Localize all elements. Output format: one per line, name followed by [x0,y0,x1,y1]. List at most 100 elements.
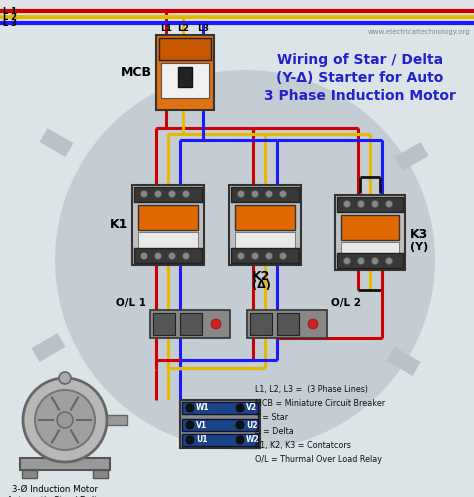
Text: MCB: MCB [121,66,152,79]
Bar [134,248,202,263]
Bar [153,313,175,335]
Bar [180,400,260,448]
Text: (Y-Δ) Starter for Auto: (Y-Δ) Starter for Auto [276,71,444,85]
Bar [182,402,258,414]
Circle shape [168,190,175,197]
Circle shape [23,378,107,462]
Text: V1: V1 [196,420,207,429]
Text: L2: L2 [177,24,189,33]
Bar [31,333,65,362]
Text: L1, L2, L3 =  (3 Phase Lines): L1, L2, L3 = (3 Phase Lines) [255,385,368,394]
Bar [132,185,204,265]
Bar [341,242,399,260]
Circle shape [55,70,435,450]
Circle shape [182,190,190,197]
Circle shape [236,436,244,444]
Bar [337,197,403,212]
Bar [138,205,198,230]
Bar [107,415,127,425]
Circle shape [385,200,392,208]
Bar [235,232,295,250]
Text: L 1: L 1 [3,6,17,15]
Text: 3-Ø Induction Motor
Automatic Star / Delta
(Y-Δ) Starter: 3-Ø Induction Motor Automatic Star / Del… [7,485,103,497]
Text: MCB = Miniature Circuit Breaker: MCB = Miniature Circuit Breaker [255,399,385,408]
Text: W2: W2 [246,435,260,444]
Text: K3: K3 [410,229,428,242]
Circle shape [344,200,350,208]
Circle shape [186,421,194,429]
Text: L 3: L 3 [3,18,17,27]
Bar [277,313,299,335]
Circle shape [155,252,162,259]
Text: L 2: L 2 [3,12,17,21]
Bar [335,195,405,270]
Circle shape [140,252,147,259]
Circle shape [186,404,194,412]
Text: K1: K1 [109,219,128,232]
Text: www.electricaltechnology.org: www.electricaltechnology.org [367,29,470,35]
Circle shape [59,372,71,384]
Text: Y = Star: Y = Star [255,413,288,422]
Bar [235,205,295,230]
Circle shape [357,257,365,264]
Circle shape [236,404,244,412]
Bar [341,215,399,240]
Bar [250,313,272,335]
Circle shape [252,252,258,259]
Text: Δ = Delta: Δ = Delta [255,427,294,436]
Circle shape [237,190,245,197]
Bar [231,248,299,263]
Bar [337,253,403,268]
Circle shape [211,319,221,329]
Circle shape [308,319,318,329]
Circle shape [344,257,350,264]
Text: V2: V2 [246,404,257,413]
Circle shape [182,252,190,259]
Bar [386,347,420,376]
Circle shape [385,257,392,264]
Circle shape [372,257,379,264]
Bar [156,35,214,110]
Bar [247,310,327,338]
Bar [178,67,192,87]
Circle shape [155,190,162,197]
Circle shape [168,252,175,259]
Bar [180,313,202,335]
Text: K2: K2 [252,270,270,283]
Text: U2: U2 [246,420,257,429]
Bar [182,419,258,431]
Circle shape [57,412,73,428]
Circle shape [35,390,95,450]
Circle shape [280,252,286,259]
Text: (Y): (Y) [410,242,428,252]
Circle shape [252,190,258,197]
Bar [161,63,209,98]
Circle shape [265,190,273,197]
Text: O/L 2: O/L 2 [331,298,361,308]
Text: Wiring of Star / Delta: Wiring of Star / Delta [277,53,443,67]
Circle shape [140,190,147,197]
Bar [150,310,230,338]
Text: U1: U1 [196,435,208,444]
Circle shape [265,252,273,259]
Bar [22,470,37,478]
Bar [20,458,110,470]
Text: 3 Phase Induction Motor: 3 Phase Induction Motor [264,89,456,103]
Bar [134,187,202,202]
Circle shape [186,436,194,444]
Bar [39,128,73,157]
Circle shape [357,200,365,208]
Bar [93,470,108,478]
Text: K1, K2, K3 = Contatcors: K1, K2, K3 = Contatcors [255,441,351,450]
Bar [394,142,428,171]
Text: (Δ): (Δ) [252,280,271,290]
Text: L1: L1 [160,24,172,33]
Bar [229,185,301,265]
Circle shape [280,190,286,197]
Bar [159,38,211,60]
Text: L3: L3 [197,24,209,33]
Text: O/L 1: O/L 1 [116,298,146,308]
Circle shape [237,252,245,259]
Circle shape [236,421,244,429]
Bar [231,187,299,202]
